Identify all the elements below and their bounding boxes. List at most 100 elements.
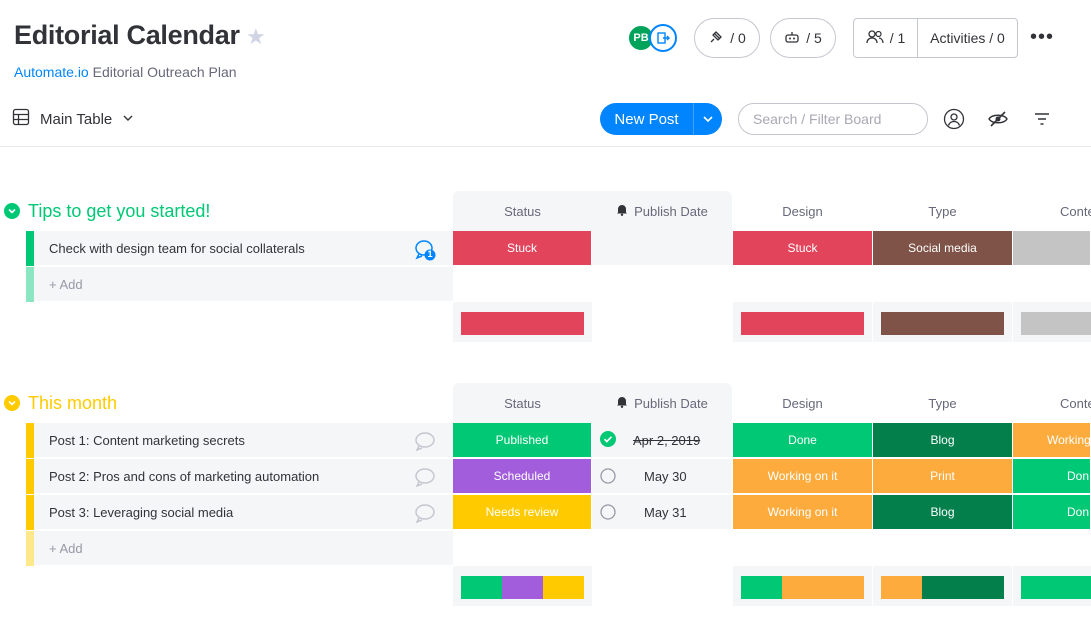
summary-segment xyxy=(741,576,782,599)
chevron-down-icon[interactable] xyxy=(4,395,20,411)
subtitle-link[interactable]: Automate.io xyxy=(14,64,89,80)
item-name[interactable]: Post 3: Leveraging social media xyxy=(34,495,453,530)
column-header-content[interactable]: Conte xyxy=(1060,203,1091,219)
people-icon xyxy=(866,29,884,48)
people-button[interactable]: / 1 xyxy=(854,19,918,57)
invite-icon[interactable] xyxy=(649,24,677,52)
person-filter-icon[interactable] xyxy=(942,107,966,131)
status-summary-bar[interactable] xyxy=(461,312,584,335)
group-summary xyxy=(0,566,1091,606)
group-header[interactable]: Tips to get you started! xyxy=(4,191,210,231)
date-cell[interactable]: May 31 xyxy=(592,495,732,530)
view-selector[interactable]: Main Table xyxy=(12,108,134,130)
board-description[interactable]: Automate.io Editorial Outreach Plan xyxy=(14,64,237,80)
date-cell[interactable]: Apr 2, 2019 xyxy=(592,423,732,458)
summary-segment xyxy=(782,576,864,599)
unchecked-circle-icon[interactable] xyxy=(600,468,616,487)
publish-date: Apr 2, 2019 xyxy=(633,432,701,448)
chat-icon[interactable] xyxy=(413,501,437,525)
column-header-design[interactable]: Design xyxy=(782,203,823,219)
row-color-bar xyxy=(26,231,34,266)
design-summary-bar[interactable] xyxy=(741,312,864,335)
summary-segment xyxy=(543,576,584,599)
search-input[interactable] xyxy=(738,103,928,135)
content-cell[interactable] xyxy=(1013,231,1091,266)
group-title[interactable]: This month xyxy=(28,392,118,413)
more-options-icon[interactable]: ••• xyxy=(1030,26,1055,48)
content-cell[interactable]: Don xyxy=(1013,459,1091,494)
column-header-publish-date[interactable]: Publish Date xyxy=(592,191,732,231)
hide-columns-icon[interactable] xyxy=(986,107,1010,131)
add-item-input[interactable]: + Add xyxy=(34,267,453,302)
column-header-design[interactable]: Design xyxy=(782,395,823,411)
board-title[interactable]: Editorial Calendar xyxy=(14,20,240,50)
filter-icon[interactable] xyxy=(1030,107,1054,131)
group-title[interactable]: Tips to get you started! xyxy=(28,200,211,221)
column-header-content[interactable]: Conte xyxy=(1060,395,1091,411)
summary-segment xyxy=(922,576,1004,599)
table-row[interactable]: Check with design team for social collat… xyxy=(26,231,1091,266)
type-cell[interactable]: Blog xyxy=(873,423,1013,458)
type-cell[interactable]: Social media xyxy=(873,231,1013,266)
type-summary-bar[interactable] xyxy=(881,576,1004,599)
board-members[interactable]: PB xyxy=(627,24,679,52)
chat-icon[interactable] xyxy=(413,465,437,489)
group-header[interactable]: This month xyxy=(4,383,117,423)
activities-button[interactable]: Activities / 0 xyxy=(930,30,1005,46)
column-header-type[interactable]: Type xyxy=(928,395,957,411)
status-summary-bar[interactable] xyxy=(461,576,584,599)
type-cell[interactable]: Blog xyxy=(873,495,1013,530)
column-header-publish-date[interactable]: Publish Date xyxy=(592,383,732,423)
date-cell[interactable] xyxy=(592,231,732,266)
status-cell[interactable]: Scheduled xyxy=(453,459,592,494)
automations-button[interactable]: / 5 xyxy=(770,18,836,58)
star-icon[interactable]: ★ xyxy=(246,24,266,49)
new-post-button[interactable]: New Post xyxy=(600,103,694,135)
check-icon[interactable] xyxy=(600,431,616,450)
type-summary-bar[interactable] xyxy=(881,312,1004,335)
column-header-type[interactable]: Type xyxy=(928,203,957,219)
table-row[interactable]: Post 1: Content marketing secrets Publis… xyxy=(26,423,1091,458)
plug-icon xyxy=(708,29,724,48)
design-cell[interactable]: Done xyxy=(733,423,873,458)
bell-icon xyxy=(616,203,628,219)
people-count: / 1 xyxy=(889,30,906,46)
add-item-input[interactable]: + Add xyxy=(34,531,453,566)
content-cell[interactable]: Don xyxy=(1013,495,1091,530)
publish-date-label: Publish Date xyxy=(634,203,708,219)
date-cell[interactable]: May 30 xyxy=(592,459,732,494)
row-color-bar xyxy=(26,423,34,458)
table-row[interactable]: Post 3: Leveraging social media Needs re… xyxy=(26,495,1091,530)
item-name[interactable]: Check with design team for social collat… xyxy=(34,231,453,266)
chat-icon[interactable]: 1 xyxy=(413,237,437,261)
design-cell[interactable]: Working on it xyxy=(733,459,873,494)
design-cell[interactable]: Working on it xyxy=(733,495,873,530)
summary-segment xyxy=(461,576,502,599)
status-cell[interactable]: Stuck xyxy=(453,231,592,266)
integrations-button[interactable]: / 0 xyxy=(694,18,760,58)
design-summary-bar[interactable] xyxy=(741,576,864,599)
subtitle-text: Editorial Outreach Plan xyxy=(88,64,237,80)
design-cell[interactable]: Stuck xyxy=(733,231,873,266)
add-item-row[interactable]: + Add xyxy=(26,267,1091,302)
publish-date: May 31 xyxy=(644,504,687,520)
integrations-count: / 0 xyxy=(730,30,746,46)
content-cell[interactable]: Working xyxy=(1013,423,1091,458)
chevron-down-icon[interactable] xyxy=(694,103,722,135)
column-header-status[interactable]: Status xyxy=(504,203,541,219)
content-summary-bar[interactable] xyxy=(1021,312,1091,335)
status-cell[interactable]: Needs review xyxy=(453,495,592,530)
content-summary-bar[interactable] xyxy=(1021,576,1091,599)
status-cell[interactable]: Published xyxy=(453,423,592,458)
chat-icon[interactable] xyxy=(413,429,437,453)
chevron-down-icon[interactable] xyxy=(4,203,20,219)
add-item-row[interactable]: + Add xyxy=(26,531,1091,566)
type-cell[interactable]: Print xyxy=(873,459,1013,494)
item-name[interactable]: Post 1: Content marketing secrets xyxy=(34,423,453,458)
item-name[interactable]: Post 2: Pros and cons of marketing autom… xyxy=(34,459,453,494)
table-row[interactable]: Post 2: Pros and cons of marketing autom… xyxy=(26,459,1091,494)
unchecked-circle-icon[interactable] xyxy=(600,504,616,523)
new-post-button-group: New Post xyxy=(600,103,722,135)
column-header-bg xyxy=(453,383,732,423)
column-header-status[interactable]: Status xyxy=(504,395,541,411)
